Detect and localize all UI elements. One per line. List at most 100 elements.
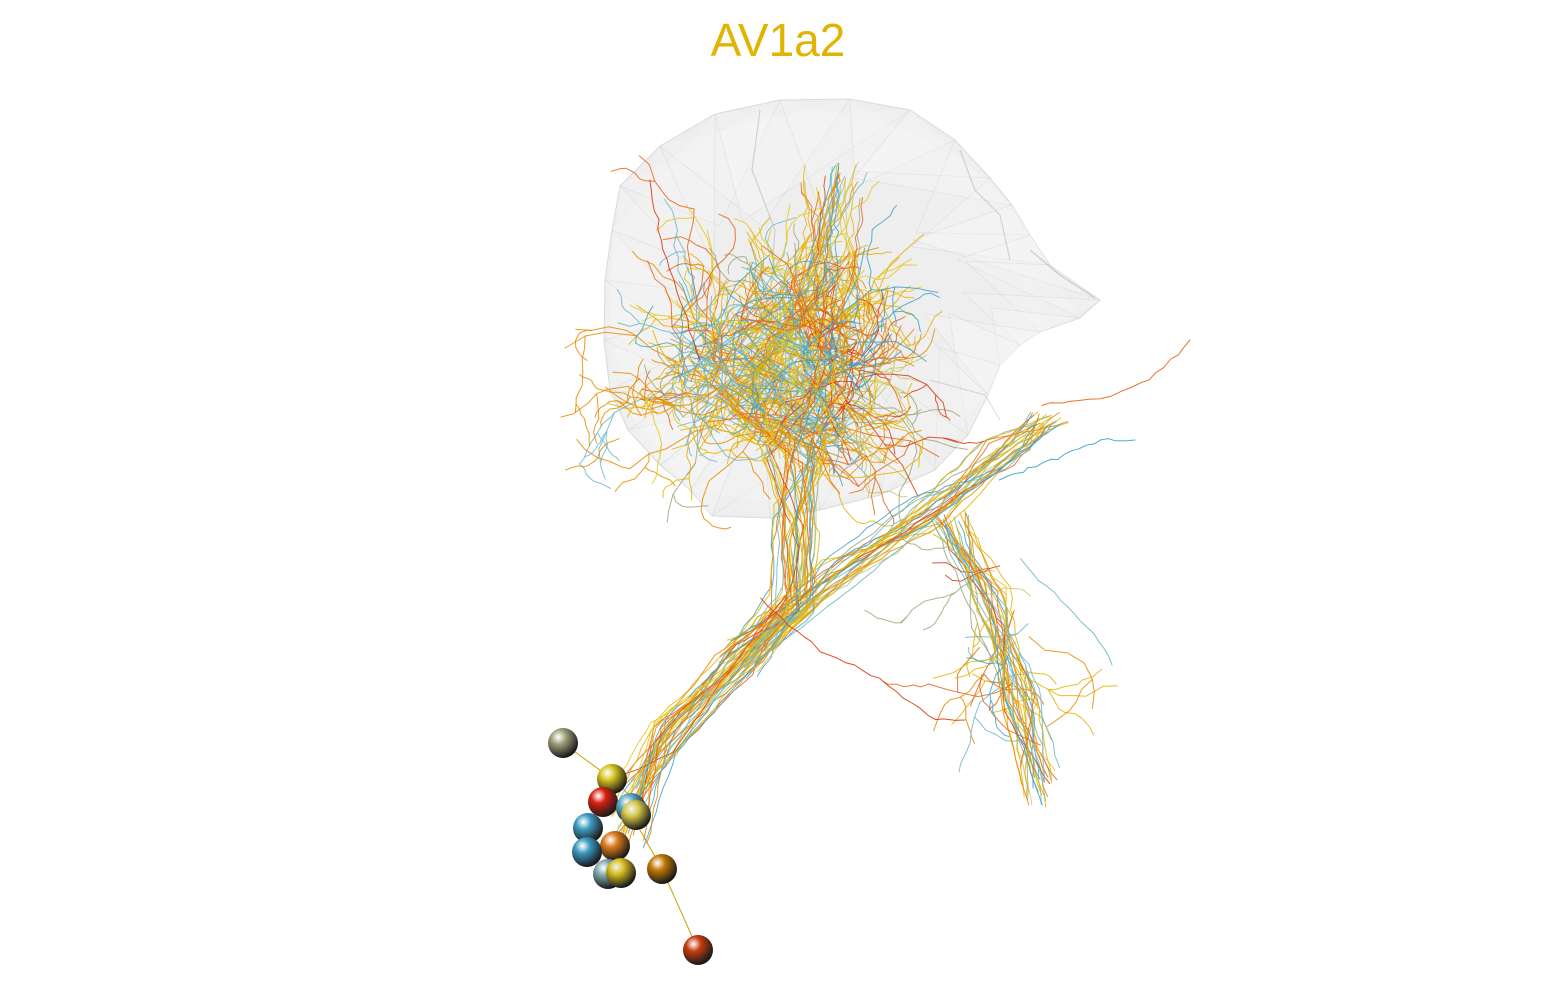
neurite-branch [779, 398, 809, 469]
neurite-branch [786, 368, 802, 390]
neurite-branch [717, 304, 760, 336]
neurite-branch [852, 361, 892, 370]
neurite-branch [600, 396, 631, 427]
neurite-branch [575, 403, 591, 447]
neurite-branch [909, 292, 940, 303]
neurite-branch [790, 370, 832, 462]
neurite-branch [560, 385, 629, 418]
neurite-branch [817, 417, 829, 453]
neurite-branch [579, 463, 611, 489]
neurite-branch [1028, 636, 1095, 710]
neurite-branch [707, 269, 740, 296]
neurite-branch [858, 284, 889, 318]
neurite-branch [737, 280, 750, 300]
neurite-branch [616, 468, 819, 828]
neuropil-facet [604, 145, 727, 297]
neurite-branch [773, 399, 809, 406]
neurite-branch [855, 347, 877, 392]
neurite-branch [670, 319, 759, 334]
neurite-branch [698, 438, 745, 457]
neurite-branch [721, 320, 758, 333]
neurite-branch [880, 289, 885, 333]
neurite-branch [802, 349, 857, 392]
neurite-branch [715, 399, 723, 429]
neurite-branch [735, 331, 813, 386]
neurite-branch [827, 340, 927, 362]
neurite-branch [817, 356, 862, 369]
neuropil-facet [956, 234, 1081, 319]
neurite-branch [811, 314, 855, 328]
neurite-branch [829, 173, 840, 372]
neurite-branch [954, 652, 1003, 679]
neurite-branch [805, 322, 814, 345]
neurite-branch [742, 304, 777, 324]
neurite-branch [621, 462, 793, 838]
neurite-branch [866, 229, 873, 291]
neurite-branch [813, 273, 827, 315]
neurite-branch [702, 432, 757, 500]
neurite-branch [734, 218, 768, 257]
neurite-branch [750, 242, 791, 344]
neurite-branch [698, 322, 712, 358]
neurite-branch [579, 412, 615, 465]
neurite-branch [802, 320, 855, 352]
neurite-branch [649, 179, 701, 361]
neurite-branch [681, 373, 709, 404]
neurite-branch [935, 520, 1045, 783]
neurite-branch [861, 520, 894, 527]
neurite-branch [790, 343, 824, 469]
neurite-branch [862, 364, 882, 419]
neurite-branch [827, 256, 900, 341]
neurite-branch [643, 469, 792, 841]
neurite-branch [760, 597, 966, 721]
neurite-branch [1047, 668, 1102, 691]
neurite-branch [743, 319, 765, 330]
soma-sphere [588, 787, 618, 817]
neurite-branch [677, 364, 695, 415]
neurite-branch [684, 267, 701, 280]
neurite-branch [593, 393, 600, 444]
neurite-branch [817, 267, 834, 300]
neurite-branch [662, 236, 707, 250]
neurite-branch [966, 657, 1005, 667]
neurite-branch [974, 716, 1023, 742]
neurite-branch [808, 387, 839, 438]
neurite-branch [998, 438, 1136, 481]
neurite-branch [735, 313, 822, 397]
neurite-branch [834, 301, 847, 323]
neurite-branch [854, 307, 879, 361]
neuropil-facet [714, 109, 911, 222]
neurite-branch [750, 417, 1062, 673]
soma-sphere [683, 935, 713, 965]
neurite-branch [767, 229, 780, 261]
neurite-branch [882, 338, 890, 363]
neurite-branch [597, 438, 620, 459]
neurite-branch [889, 359, 910, 372]
neurite-branch [705, 437, 734, 445]
neurite-branch [741, 343, 782, 373]
neurite-branch [1046, 678, 1093, 727]
neurite-branch [629, 304, 657, 316]
neurite-branch [852, 368, 874, 398]
neuropil-facet [911, 204, 1101, 301]
neuron-skeletons [560, 155, 1191, 849]
neurite-branch [749, 262, 767, 300]
neurite-branch [1019, 668, 1057, 685]
neurite-branch [959, 512, 1031, 770]
neurite-branch [934, 394, 951, 421]
neurite-branch [864, 610, 907, 624]
neurite-branch [780, 345, 793, 384]
neurite-branch [988, 653, 1009, 712]
soma-sphere [600, 831, 630, 861]
neurite-branch [906, 430, 922, 468]
neurite-branch [829, 252, 850, 270]
neurite-branch [679, 306, 684, 365]
neurite-branch [822, 197, 864, 347]
neurite-branch [865, 323, 886, 350]
neurite-branch [829, 266, 861, 271]
neurite-branch [627, 460, 800, 834]
neurite-branch [807, 165, 836, 370]
neurite-branch [714, 396, 731, 427]
neurite-branch [646, 394, 663, 454]
